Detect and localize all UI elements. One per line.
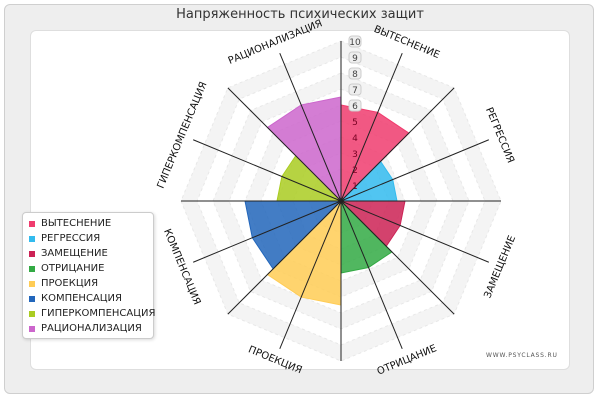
legend-label: ЗАМЕЩЕНИЕ (41, 248, 108, 259)
axis-line (279, 200, 342, 350)
axis-line (192, 139, 342, 202)
tick-label-bg (348, 67, 362, 80)
legend-swatch (29, 220, 35, 227)
axis-line (340, 200, 403, 350)
axis-label: ЗАМЕЩЕНИЕ (483, 234, 519, 300)
legend-item: ЗАМЕЩЕНИЕ (29, 246, 149, 261)
scale-tick-label: 3 (352, 150, 358, 160)
legend-item: ПРОЕКЦИЯ (29, 276, 149, 291)
scale-tick-label: 4 (352, 134, 358, 144)
legend-swatch (29, 265, 35, 272)
legend-item: КОМПЕНСАЦИЯ (29, 291, 149, 306)
legend-swatch (29, 235, 35, 242)
axis-line (279, 52, 342, 202)
axis-line (340, 139, 490, 202)
legend-item: ОТРИЦАНИЕ (29, 261, 149, 276)
scale-tick-label: 1 (352, 182, 358, 192)
legend-item: ГИПЕРКОМПЕНСАЦИЯ (29, 306, 155, 321)
axis-label: ПРОЕКЦИЯ (247, 344, 304, 376)
tick-label-bg (348, 51, 362, 64)
axis-label: РЕГРЕССИЯ (483, 106, 516, 165)
axis-line (340, 200, 490, 263)
tick-label-bg (348, 35, 362, 48)
scale-tick-label: 8 (352, 70, 358, 80)
legend-label: РЕГРЕССИЯ (41, 233, 101, 244)
legend-swatch (29, 250, 35, 257)
legend-label: ГИПЕРКОМПЕНСАЦИЯ (41, 308, 156, 319)
axis-line (340, 200, 455, 315)
scale-tick-label: 10 (349, 38, 361, 48)
legend-label: ПРОЕКЦИЯ (41, 278, 99, 289)
axis-label: ВЫТЕСНЕНИЕ (372, 24, 441, 61)
axis-label: ОТРИЦАНИЕ (376, 343, 439, 377)
tick-label-bg (348, 99, 362, 112)
legend-label: ОТРИЦАНИЕ (41, 263, 105, 274)
legend: ВЫТЕСНЕНИЕ РЕГРЕССИЯ ЗАМЕЩЕНИЕ ОТРИЦАНИЕ ПРО… (22, 212, 155, 339)
legend-swatch (29, 325, 35, 332)
legend-label: ВЫТЕСНЕНИЕ (41, 218, 112, 229)
legend-item: ВЫТЕСНЕНИЕ (29, 216, 149, 231)
scale-tick-label: 6 (352, 102, 358, 112)
legend-swatch (29, 310, 35, 317)
axis-label: КОМПЕНСАЦИЯ (161, 227, 202, 306)
watermark: WWW.PSYCLASS.RU (486, 352, 558, 359)
axis-line (340, 87, 455, 202)
legend-swatch (29, 280, 35, 287)
legend-item: РЕГРЕССИЯ (29, 231, 149, 246)
legend-label: РАЦИОНАЛИЗАЦИЯ (41, 323, 142, 334)
axis-line (192, 200, 342, 263)
scale-tick-label: 7 (352, 86, 358, 96)
axis-line (227, 200, 342, 315)
tick-label-bg (348, 83, 362, 96)
legend-swatch (29, 295, 35, 302)
axis-line (227, 87, 342, 202)
legend-item: РАЦИОНАЛИЗАЦИЯ (29, 321, 149, 336)
chart-title: Напряженность психических защит (176, 7, 424, 22)
scale-tick-label: 5 (352, 118, 358, 128)
legend-label: КОМПЕНСАЦИЯ (41, 293, 122, 304)
scale-tick-label: 9 (352, 54, 358, 64)
scale-tick-label: 2 (352, 166, 358, 176)
axis-line (340, 52, 403, 202)
